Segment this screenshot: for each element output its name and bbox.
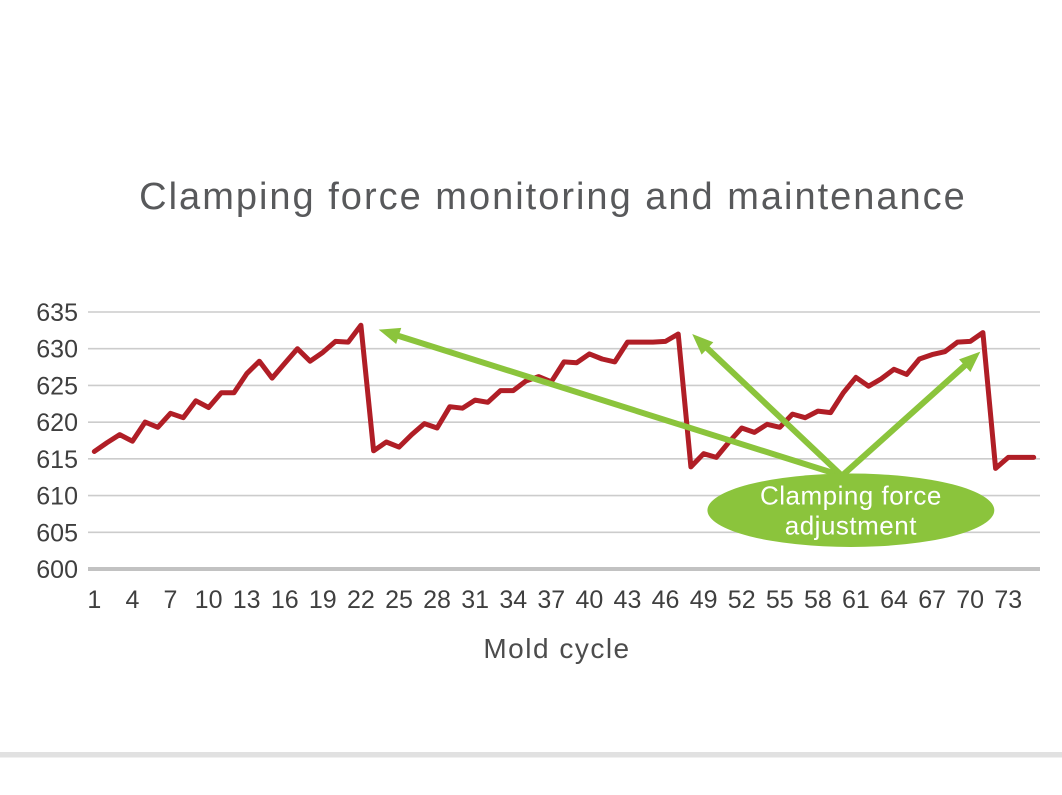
annotation-arrowhead [959, 351, 981, 373]
y-tick-label: 620 [36, 409, 78, 437]
annotation-arrow [702, 343, 845, 478]
x-tick-label: 31 [461, 586, 489, 614]
x-tick-label: 61 [842, 586, 870, 614]
annotation-arrow [393, 331, 843, 479]
x-tick-label: 4 [125, 586, 139, 614]
annotation-label-line: adjustment [785, 510, 917, 540]
y-tick-label: 615 [36, 446, 78, 474]
y-tick-label: 600 [36, 556, 78, 584]
annotation-arrowhead [378, 327, 402, 345]
x-tick-label: 64 [880, 586, 908, 614]
x-tick-label: 1 [87, 586, 101, 614]
x-tick-label: 34 [499, 586, 527, 614]
x-axis-title: Mold cycle [483, 633, 631, 664]
y-tick-label: 625 [36, 372, 78, 400]
x-tick-label: 73 [994, 586, 1022, 614]
chart-title: Clamping force monitoring and maintenanc… [139, 176, 967, 218]
x-tick-label: 16 [271, 586, 299, 614]
x-tick-label: 67 [918, 586, 946, 614]
annotation-arrow [839, 360, 970, 478]
annotation-ellipse [707, 473, 995, 547]
x-tick-label: 28 [423, 586, 451, 614]
x-tick-label: 37 [537, 586, 565, 614]
y-tick-label: 610 [36, 483, 78, 511]
x-tick-label: 40 [575, 586, 603, 614]
clamping-force-line [91, 322, 1037, 471]
x-tick-label: 58 [804, 586, 832, 614]
y-tick-label: 630 [36, 336, 78, 364]
x-tick-label: 43 [614, 586, 642, 614]
x-tick-label: 22 [347, 586, 375, 614]
annotation-arrowhead [692, 334, 714, 355]
x-tick-label: 46 [652, 586, 680, 614]
x-tick-label: 55 [766, 586, 794, 614]
x-tick-label: 70 [956, 586, 984, 614]
annotation-label-line: Clamping force [760, 480, 942, 510]
x-tick-label: 49 [690, 586, 718, 614]
x-tick-label: 7 [164, 586, 178, 614]
x-tick-label: 13 [233, 586, 261, 614]
slide-bottom-separator [0, 752, 1062, 758]
x-tick-label: 19 [309, 586, 337, 614]
x-tick-label: 52 [728, 586, 756, 614]
y-tick-label: 605 [36, 519, 78, 547]
y-tick-label: 635 [36, 299, 78, 327]
x-tick-label: 25 [385, 586, 413, 614]
x-tick-label: 10 [195, 586, 223, 614]
